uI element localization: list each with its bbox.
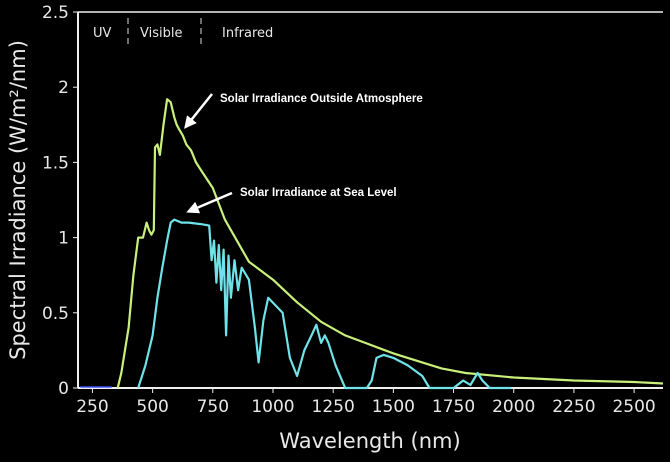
x-tick-label: 1750 [432,397,475,417]
spectrum-regions: UV Visible Infrared [93,18,273,44]
annotation-label: Solar Irradiance at Sea Level [240,187,397,199]
region-label-visible: Visible [140,26,182,41]
x-tick-label: 1250 [312,397,355,417]
y-tick-label: 0.5 [42,304,69,324]
x-tick-label: 250 [76,397,108,417]
x-tick-label: 2250 [552,397,595,417]
annotations: Solar Irradiance Outside Atmosphere Solar… [184,93,423,214]
y-tick-label: 1.5 [42,153,69,173]
annotation-arrow [186,191,233,214]
y-tick-label: 2.5 [42,3,69,23]
x-tick-label: 500 [136,397,168,417]
y-tick-label: 1 [58,229,69,249]
series-sea-level [137,218,512,390]
x-tick-label: 2000 [492,397,535,417]
region-label-uv: UV [93,26,112,41]
series-outside-atmosphere [116,98,664,389]
x-tick-label: 1500 [372,397,415,417]
region-label-infrared: Infrared [222,26,273,41]
y-tick-label: 2 [58,78,69,98]
x-axis-label: Wavelength (nm) [279,429,460,453]
x-tick-label: 750 [197,397,229,417]
y-axis-label: Spectral Irradiance (W/m²/nm) [6,40,30,360]
x-tick-label: 2500 [612,397,655,417]
x-tick-label: 1000 [251,397,294,417]
y-tick-label: 0 [58,379,69,399]
annotation-arrow [184,93,213,129]
axes: 250 500 750 1000 1250 1500 1750 2000 2250 2500 0 0.… [42,3,663,417]
series-lines [80,98,664,390]
annotation-label: Solar Irradiance Outside Atmosphere [220,93,423,105]
